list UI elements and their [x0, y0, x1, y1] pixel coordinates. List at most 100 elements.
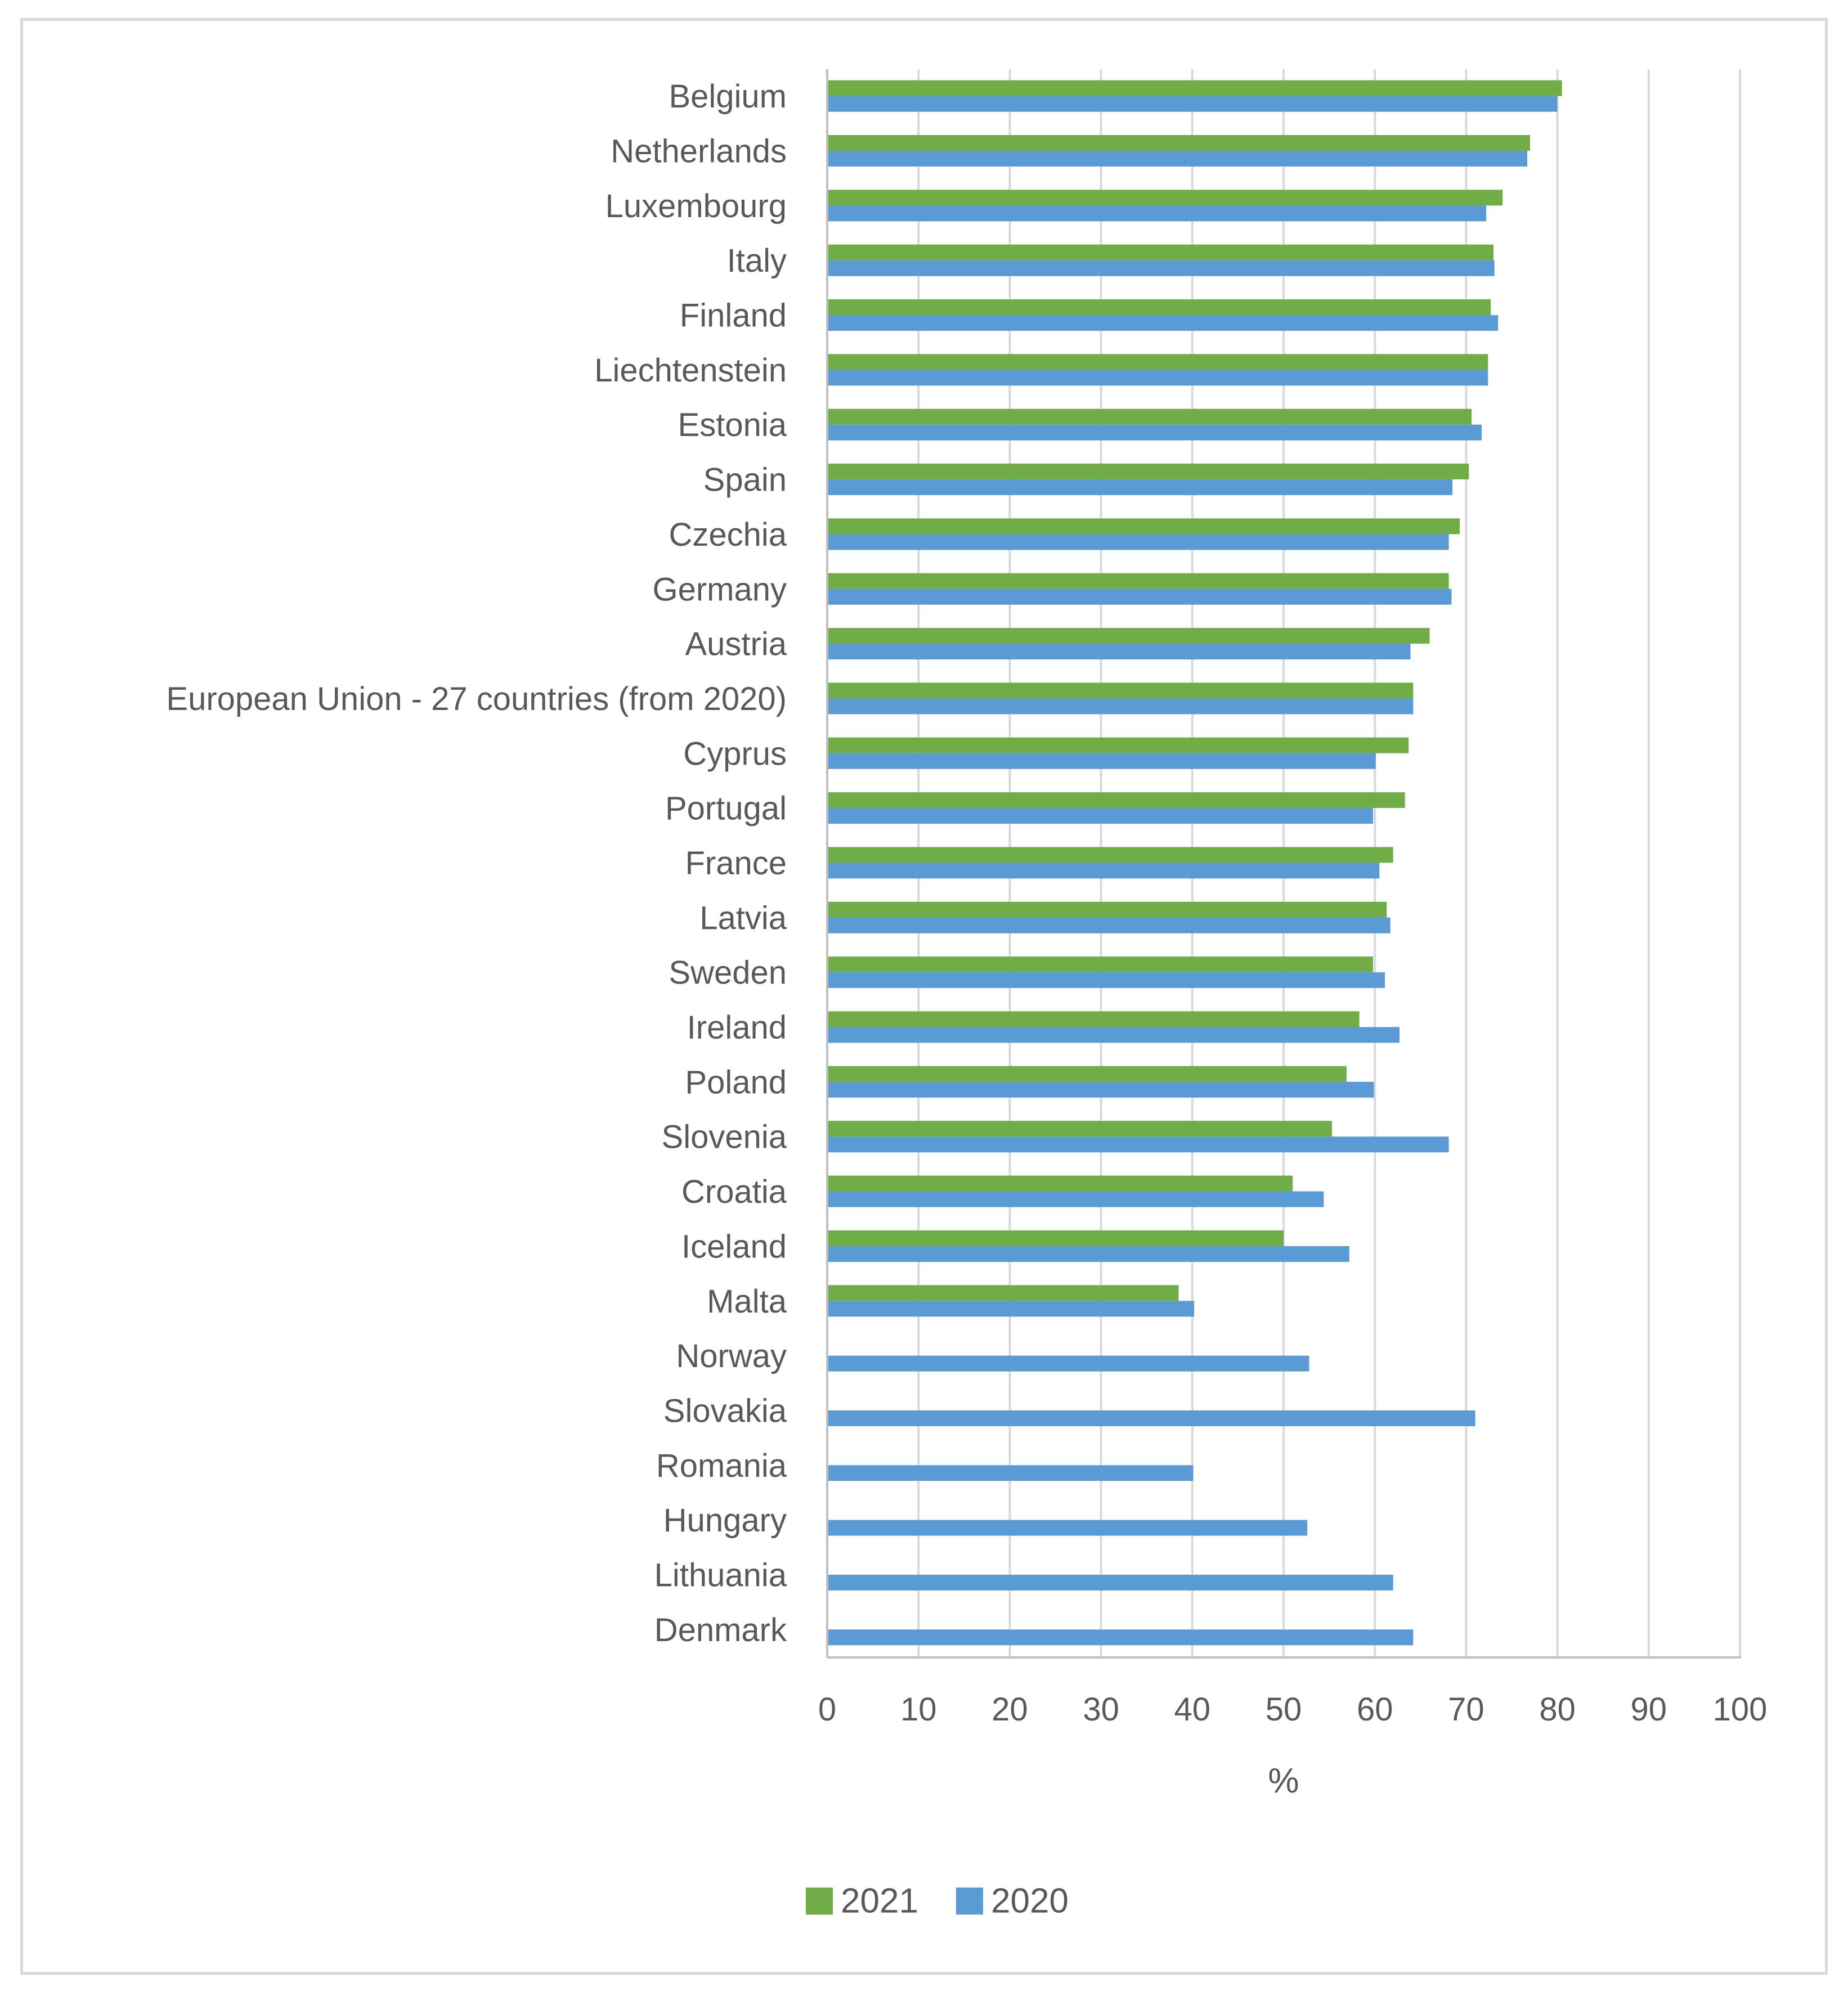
- bar-2020: [827, 479, 1453, 496]
- bar-2020: [827, 644, 1411, 660]
- category-label: Latvia: [699, 900, 787, 936]
- bar-2021: [827, 573, 1449, 589]
- bar-2021: [827, 901, 1387, 918]
- category-label: Cyprus: [683, 735, 787, 772]
- bar-2020: [827, 534, 1449, 550]
- bar-2020: [827, 1520, 1308, 1536]
- bar-2020: [827, 588, 1452, 605]
- bar-2020: [827, 1301, 1195, 1317]
- category-label: Malta: [707, 1283, 787, 1320]
- category-label: Poland: [685, 1064, 787, 1100]
- tick-label-80: 80: [1539, 1691, 1576, 1728]
- bar-2021: [827, 80, 1562, 96]
- bar-2021: [827, 1175, 1293, 1192]
- bar-2021: [827, 244, 1494, 260]
- bar-2020: [827, 753, 1376, 769]
- tick-label-0: 0: [818, 1691, 836, 1728]
- bar-2021: [827, 737, 1409, 753]
- legend-swatch-2020: [956, 1888, 983, 1915]
- bar-2020: [827, 1246, 1349, 1262]
- tick-labels: 0 10 20 30 40 50 60 70 80 90 100: [818, 1691, 1768, 1728]
- legend-label-2021: 2021: [841, 1882, 918, 1921]
- bar-2021: [827, 628, 1430, 644]
- bar-2020: [827, 96, 1558, 112]
- bar-2021: [827, 682, 1414, 699]
- bar-2020: [827, 260, 1495, 276]
- category-label: Denmark: [654, 1612, 787, 1648]
- bar-2020: [827, 1081, 1374, 1098]
- tick-label-100: 100: [1713, 1691, 1768, 1728]
- category-label: Belgium: [669, 78, 787, 115]
- bar-2021: [827, 299, 1491, 316]
- category-label: France: [685, 845, 787, 882]
- legend-swatch-2021: [806, 1888, 833, 1915]
- category-label: Iceland: [681, 1228, 787, 1265]
- tick-label-90: 90: [1631, 1691, 1667, 1728]
- category-label: Finland: [680, 298, 787, 334]
- bar-2020: [827, 1027, 1400, 1043]
- category-label: Netherlands: [611, 133, 787, 170]
- bar-2020: [827, 917, 1391, 933]
- bar-2021: [827, 956, 1373, 973]
- bar-2020: [827, 1136, 1449, 1153]
- legend-label-2020: 2020: [991, 1882, 1069, 1921]
- category-label: Slovakia: [663, 1392, 787, 1429]
- bar-2020: [827, 1191, 1324, 1207]
- tick-label-50: 50: [1266, 1691, 1302, 1728]
- bar-2020: [827, 862, 1380, 879]
- chart-frame: Belgium Netherlands Luxembourg Italy Finland…: [20, 18, 1828, 1975]
- bar-chart: Belgium Netherlands Luxembourg Italy Finland…: [166, 69, 1768, 1921]
- bar-2020: [827, 1629, 1414, 1646]
- bar-2021: [827, 518, 1460, 534]
- bar-2020: [827, 698, 1414, 715]
- bar-2021: [827, 408, 1472, 425]
- bar-2020: [827, 370, 1488, 386]
- category-label: Sweden: [669, 955, 787, 991]
- x-axis-title: %: [1268, 1762, 1299, 1800]
- bar-2020: [827, 972, 1385, 988]
- category-label: Croatia: [681, 1174, 787, 1210]
- bar-2020: [827, 808, 1373, 824]
- bar-2021: [827, 1121, 1332, 1137]
- bar-2021: [827, 464, 1469, 480]
- bar-2021: [827, 847, 1393, 863]
- category-label: Ireland: [687, 1009, 787, 1046]
- category-label: Czechia: [669, 516, 787, 553]
- tick-label-40: 40: [1174, 1691, 1211, 1728]
- category-label: Romania: [656, 1448, 787, 1484]
- category-label: Norway: [676, 1338, 787, 1374]
- tick-label-10: 10: [900, 1691, 937, 1728]
- category-label: Spain: [703, 462, 787, 498]
- bar-2020: [827, 424, 1482, 441]
- bar-2021: [827, 1230, 1284, 1246]
- category-label: Germany: [652, 571, 787, 608]
- category-label: Hungary: [663, 1502, 787, 1539]
- bar-2020: [827, 1410, 1475, 1426]
- bar-2021: [827, 135, 1530, 151]
- bars: [827, 80, 1562, 1646]
- bar-2020: [827, 1465, 1194, 1481]
- category-label: Portugal: [665, 790, 787, 827]
- category-label: Luxembourg: [605, 188, 787, 224]
- category-label: Slovenia: [662, 1119, 787, 1156]
- tick-label-60: 60: [1357, 1691, 1393, 1728]
- category-label: Estonia: [678, 407, 787, 443]
- category-label: Lithuania: [654, 1557, 787, 1593]
- category-label: European Union - 27 countries (from 2020…: [166, 681, 787, 717]
- category-label: Austria: [685, 626, 787, 663]
- category-label: Liechtenstein: [594, 352, 787, 389]
- bar-2020: [827, 1355, 1309, 1372]
- bar-2020: [827, 315, 1499, 331]
- bar-2020: [827, 1574, 1393, 1590]
- tick-label-30: 30: [1083, 1691, 1119, 1728]
- tick-label-70: 70: [1448, 1691, 1484, 1728]
- bar-2021: [827, 1011, 1360, 1027]
- bar-2021: [827, 354, 1488, 370]
- bar-2021: [827, 190, 1503, 206]
- bar-2020: [827, 205, 1487, 222]
- axes: [826, 69, 1741, 1659]
- category-label: Italy: [727, 242, 787, 279]
- category-labels: Belgium Netherlands Luxembourg Italy Finland…: [166, 78, 787, 1648]
- bar-2021: [827, 1066, 1347, 1082]
- bar-2021: [827, 792, 1405, 808]
